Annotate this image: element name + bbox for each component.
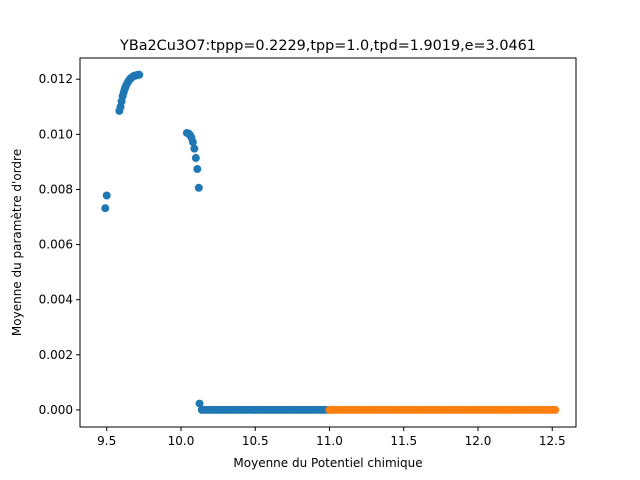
data-point-series-1 xyxy=(190,144,199,153)
data-point-series-1 xyxy=(193,165,202,174)
y-axis: 0.000 0.002 0.004 0.006 0.008 0.010 0.012 xyxy=(39,72,80,417)
x-tick-label: 10.0 xyxy=(168,434,195,448)
y-axis-label: Moyenne du paramètre d'ordre xyxy=(10,149,24,336)
chart-title: YBa2Cu3O7:tppp=0.2229,tpp=1.0,tpd=1.9019… xyxy=(119,38,536,54)
plot-area xyxy=(80,58,576,427)
data-point-series-1 xyxy=(188,138,197,147)
x-axis: 9.5 10.0 10.5 11.0 11.5 12.0 12.5 xyxy=(97,427,566,448)
data-point-series-1 xyxy=(195,399,204,408)
y-tick-label: 0.008 xyxy=(39,182,73,196)
y-tick-label: 0.002 xyxy=(39,348,73,362)
x-tick-label: 11.0 xyxy=(316,434,343,448)
y-tick-label: 0.010 xyxy=(39,127,73,141)
data-point-series-1 xyxy=(191,154,200,163)
x-tick-label: 12.5 xyxy=(539,434,566,448)
x-tick-label: 10.5 xyxy=(242,434,269,448)
y-tick-label: 0.012 xyxy=(39,72,73,86)
plot-frame xyxy=(79,57,577,428)
y-tick-label: 0.006 xyxy=(39,238,73,252)
x-axis-label: Moyenne du Potentiel chimique xyxy=(233,456,422,470)
y-tick-label: 0.004 xyxy=(39,293,73,307)
data-point-series-2 xyxy=(551,405,560,414)
x-tick-label: 9.5 xyxy=(97,434,116,448)
y-tick-label: 0.000 xyxy=(39,403,73,417)
data-point-series-1 xyxy=(135,70,144,79)
x-tick-label: 11.5 xyxy=(390,434,417,448)
data-point-series-1 xyxy=(194,183,203,192)
data-point-series-1 xyxy=(101,204,110,213)
x-tick-label: 12.0 xyxy=(465,434,492,448)
data-points xyxy=(101,70,560,414)
data-point-series-1 xyxy=(102,191,111,200)
